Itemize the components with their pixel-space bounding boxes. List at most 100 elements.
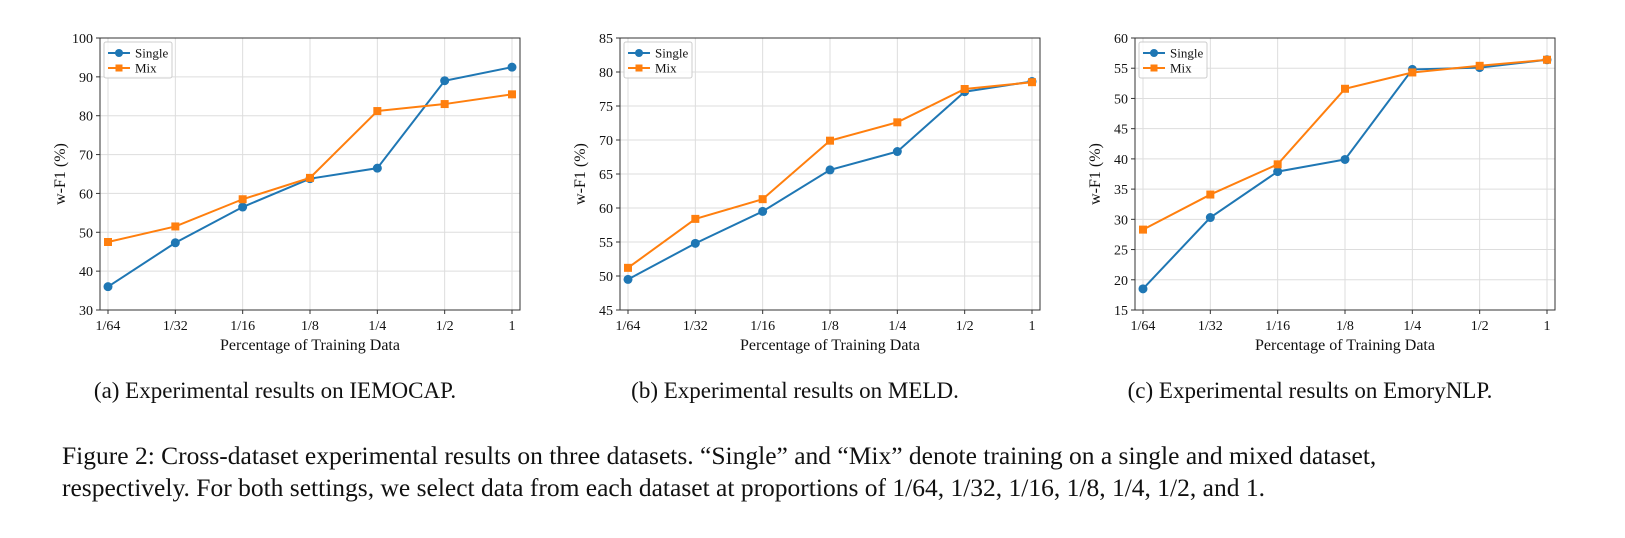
data-point-mix <box>758 195 767 204</box>
x-tick-label: 1/4 <box>1403 319 1421 334</box>
data-point-mix <box>306 173 314 182</box>
data-point-mix <box>826 136 834 145</box>
chart-caption-emorynlp: (c) Experimental results on EmoryNLP. <box>1127 378 1493 403</box>
data-point-single <box>690 238 700 248</box>
data-point-single <box>238 202 248 212</box>
data-point-single <box>892 147 902 157</box>
legend-marker-mix <box>115 64 123 72</box>
y-tick-label: 100 <box>72 32 93 47</box>
legend-label: Mix <box>1170 61 1192 76</box>
data-point-mix <box>508 90 516 99</box>
y-tick-label: 30 <box>1114 213 1128 228</box>
x-tick-label: 1/16 <box>750 319 775 334</box>
x-tick-label: 1/32 <box>1198 319 1223 334</box>
y-tick-label: 75 <box>599 100 613 115</box>
x-tick-label: 1 <box>509 319 516 334</box>
x-tick-label: 1/4 <box>368 319 386 334</box>
y-tick-label: 80 <box>79 110 93 125</box>
x-tick-label: 1/64 <box>616 319 641 334</box>
y-tick-label: 90 <box>79 71 93 86</box>
data-point-single <box>758 206 768 216</box>
legend-marker-single <box>115 49 123 57</box>
chart-caption-meld: (b) Experimental results on MELD. <box>631 378 959 403</box>
y-tick-label: 20 <box>1114 274 1128 289</box>
data-point-single <box>372 163 382 173</box>
legend-label: Single <box>655 46 688 61</box>
y-tick-label: 45 <box>599 304 613 319</box>
data-point-single <box>1273 167 1283 177</box>
figure-caption-line-1: Figure 2: Cross-dataset experimental res… <box>62 441 1377 470</box>
data-point-single <box>1205 213 1215 223</box>
data-point-mix <box>1139 225 1147 234</box>
y-tick-label: 60 <box>1114 32 1128 47</box>
y-tick-label: 50 <box>1114 92 1128 107</box>
y-tick-label: 40 <box>1114 153 1128 168</box>
x-tick-label: 1/8 <box>1336 319 1354 334</box>
x-axis-label: Percentage of Training Data <box>740 337 920 354</box>
chart-caption-iemocap: (a) Experimental results on IEMOCAP. <box>93 378 457 403</box>
legend-marker-mix <box>1150 64 1158 72</box>
y-tick-label: 45 <box>1114 123 1128 138</box>
y-axis-label: w-F1 (%) <box>1087 143 1104 205</box>
data-point-single <box>507 62 517 72</box>
legend-marker-mix <box>635 64 643 72</box>
x-tick-label: 1/16 <box>1265 319 1290 334</box>
figure-caption: Figure 2: Cross-dataset experimental res… <box>62 440 1602 504</box>
legend-label: Mix <box>135 61 157 76</box>
y-tick-label: 65 <box>599 168 613 183</box>
y-tick-label: 25 <box>1114 244 1128 259</box>
data-point-single <box>440 76 450 86</box>
data-point-mix <box>1408 68 1417 77</box>
y-tick-label: 70 <box>79 149 93 164</box>
y-tick-label: 40 <box>79 265 93 280</box>
data-point-mix <box>373 107 382 116</box>
y-axis-label: w-F1 (%) <box>572 143 589 205</box>
data-point-mix <box>691 214 700 223</box>
legend-label: Mix <box>655 61 677 76</box>
x-tick-label: 1/8 <box>821 319 839 334</box>
data-point-mix <box>1273 160 1282 169</box>
line-chart-emorynlp: 15 20 25 30 35 40 45 50 55 60 1/64 1/32 1/16 1/8 1/4 1/… <box>1087 32 1556 354</box>
x-tick-label: 1/2 <box>1471 319 1489 334</box>
x-axis-label: Percentage of Training Data <box>1255 337 1435 354</box>
x-tick-label: 1/64 <box>1131 319 1156 334</box>
chart-panel-emorynlp: 15 20 25 30 35 40 45 50 55 60 1/64 1/32 1/16 1/8 1/4 1/… <box>1055 20 1565 410</box>
x-axis-label: Percentage of Training Data <box>220 337 400 354</box>
y-tick-label: 70 <box>599 134 613 149</box>
y-tick-label: 30 <box>79 304 93 319</box>
y-tick-label: 50 <box>79 226 93 241</box>
x-tick-label: 1/8 <box>301 319 319 334</box>
x-tick-label: 1/32 <box>163 319 188 334</box>
data-point-mix <box>171 222 180 231</box>
line-chart-iemocap: 30 40 50 60 70 80 90 100 1/64 1/32 1/16 1/8 1/4 1/2 1 P… <box>52 32 521 354</box>
x-tick-label: 1/64 <box>96 319 121 334</box>
legend-label: Single <box>1170 46 1203 61</box>
data-point-mix <box>1543 55 1551 64</box>
y-tick-label: 50 <box>599 270 613 285</box>
data-point-mix <box>1206 190 1215 199</box>
x-tick-label: 1 <box>1029 319 1036 334</box>
x-tick-label: 1/2 <box>956 319 974 334</box>
y-tick-label: 55 <box>1114 62 1128 77</box>
x-tick-label: 1/2 <box>436 319 454 334</box>
data-point-mix <box>624 263 632 272</box>
figure-caption-line-2: respectively. For both settings, we sele… <box>62 473 1265 502</box>
data-point-mix <box>1028 78 1036 87</box>
data-point-mix <box>960 85 969 93</box>
x-tick-label: 1/4 <box>888 319 906 334</box>
line-chart-meld: 45 50 55 60 65 70 75 80 85 1/64 1/32 1/16 1/8 1/4 1/2 1… <box>572 32 1041 354</box>
y-tick-label: 15 <box>1114 304 1128 319</box>
legend-label: Single <box>135 46 168 61</box>
chart-panel-iemocap: 30 40 50 60 70 80 90 100 1/64 1/32 1/16 1/8 1/4 1/2 1 P… <box>20 20 530 410</box>
data-point-mix <box>104 238 112 246</box>
x-tick-label: 1/32 <box>683 319 708 334</box>
y-tick-label: 55 <box>599 236 613 251</box>
data-point-mix <box>238 195 247 204</box>
data-point-single <box>103 282 113 292</box>
data-point-mix <box>440 100 449 109</box>
data-point-single <box>623 274 633 284</box>
y-tick-label: 60 <box>599 202 613 217</box>
chart-panel-meld: 45 50 55 60 65 70 75 80 85 1/64 1/32 1/16 1/8 1/4 1/2 1… <box>540 20 1050 410</box>
data-point-single <box>825 165 835 175</box>
x-tick-label: 1 <box>1544 319 1551 334</box>
